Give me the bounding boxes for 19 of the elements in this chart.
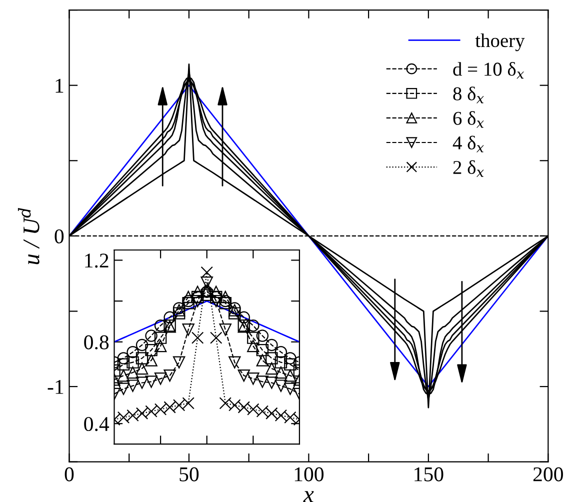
y-tick-label: 0.4 — [84, 416, 110, 432]
y-tick-label: 1 — [56, 78, 64, 93]
legend-label: thoery — [475, 33, 525, 52]
x-axis-title: x — [303, 491, 314, 502]
y-tick-label: 0.8 — [84, 335, 109, 350]
y-tick-label: -1 — [48, 380, 64, 394]
x-tick-label: 150 — [414, 467, 444, 482]
legend-label: 6 δ$_{x}$ — [453, 111, 484, 128]
x-tick-label: 100 — [294, 467, 324, 482]
x-tick-label: 0 — [64, 467, 74, 482]
x-tick-label: 50 — [180, 467, 199, 482]
x-tick-label: 200 — [533, 467, 563, 482]
legend-label: 8 δ$_{x}$ — [453, 86, 484, 104]
y-tick-label: 1.2 — [85, 254, 108, 268]
y-tick-label: 0 — [54, 229, 64, 244]
y-axis-title: u / U$^{d}$ — [18, 208, 40, 264]
legend-label: d = 10 δ$_{x}$ — [453, 62, 524, 79]
legend-label: 4 δ$_{x}$ — [452, 136, 484, 152]
legend-label: 2 δ$_{x}$ — [453, 160, 484, 177]
